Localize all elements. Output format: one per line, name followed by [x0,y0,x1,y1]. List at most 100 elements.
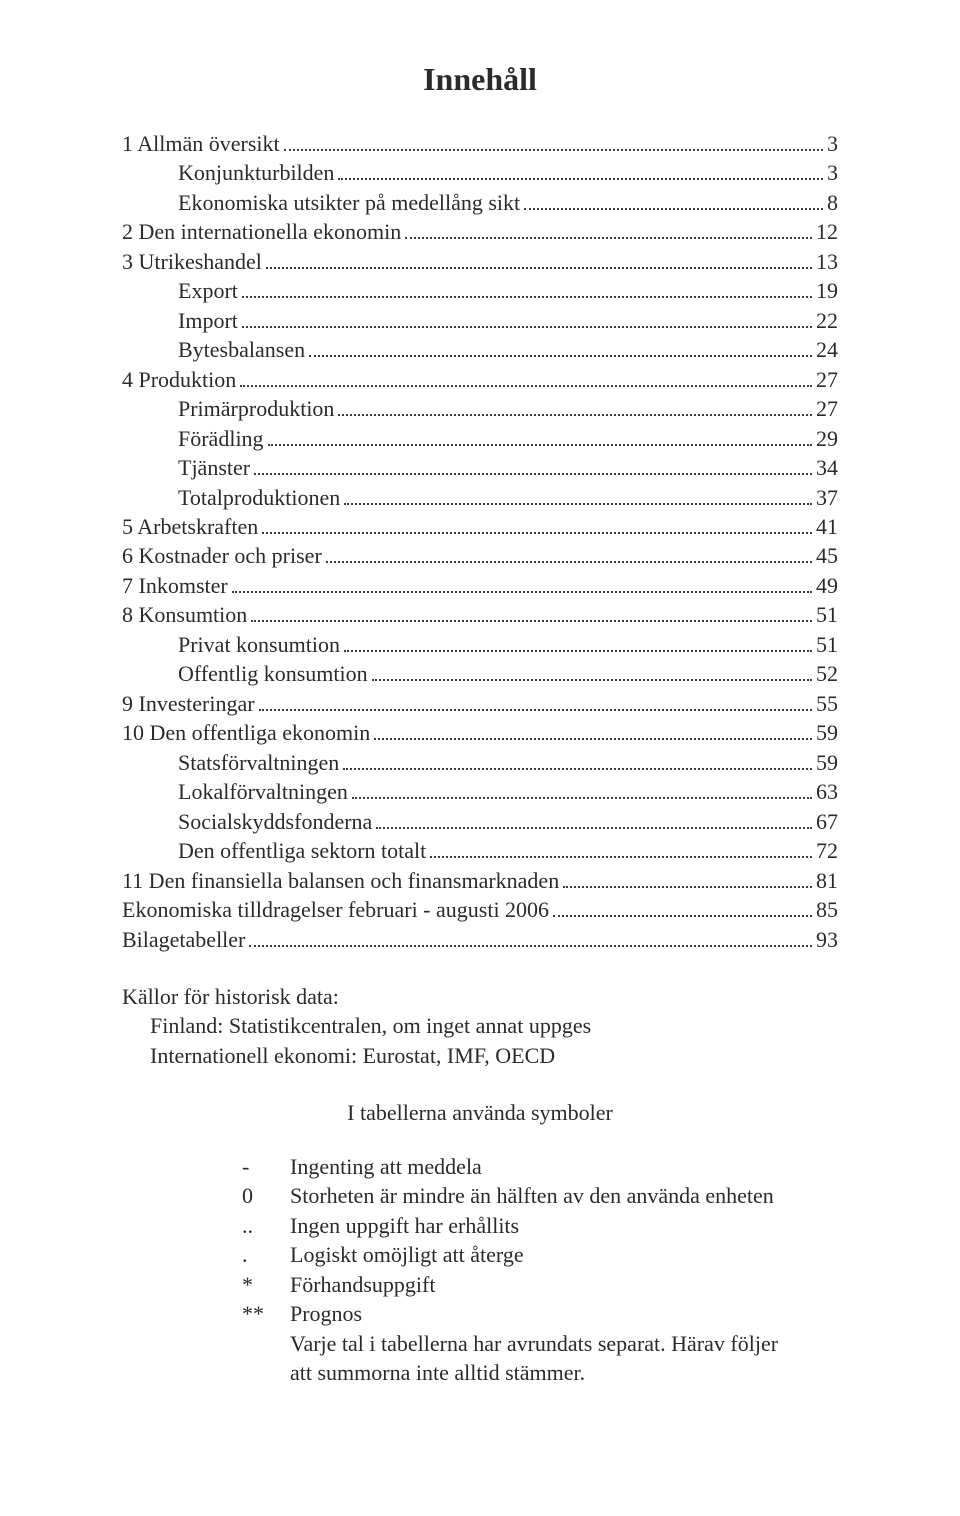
toc-page-number: 8 [827,188,838,217]
toc-page-number: 51 [816,630,838,659]
symbol-row: ..Ingen uppgift har erhållits [242,1211,798,1240]
toc-row: Totalproduktionen37 [122,483,838,512]
toc-label: Export [178,276,238,305]
toc-page-number: 3 [827,158,838,187]
symbol-row: .Logiskt omöjligt att återge [242,1240,798,1269]
toc-leader-dots [524,208,823,210]
toc-page-number: 27 [816,394,838,423]
symbol-description: Varje tal i tabellerna har avrundats sep… [290,1329,798,1388]
toc-leader-dots [259,709,812,711]
toc-leader-dots [240,385,812,387]
toc-label: Ekonomiska tilldragelser februari - augu… [122,895,549,924]
toc-page-number: 37 [816,483,838,512]
toc-row: Ekonomiska tilldragelser februari - augu… [122,895,838,924]
toc-row: Tjänster 34 [122,453,838,482]
toc-leader-dots [563,886,812,888]
toc-row: Bytesbalansen 24 [122,335,838,364]
toc-row: Lokalförvaltningen 63 [122,777,838,806]
toc-row: Förädling29 [122,424,838,453]
toc-label: 5 Arbetskraften [122,512,258,541]
toc-page-number: 49 [816,571,838,600]
toc-label: Socialskyddsfonderna [178,807,372,836]
toc-leader-dots [266,267,812,269]
notes-line: Internationell ekonomi: Eurostat, IMF, O… [122,1041,838,1070]
symbol-description: Ingen uppgift har erhållits [290,1211,798,1240]
toc-row: 9 Investeringar 55 [122,689,838,718]
toc-page-number: 59 [816,748,838,777]
toc-page-number: 34 [816,453,838,482]
symbol-mark: * [242,1270,290,1299]
toc-page-number: 72 [816,836,838,865]
symbol-mark: .. [242,1211,290,1240]
toc-page-number: 41 [816,512,838,541]
toc-page-number: 85 [816,895,838,924]
toc-page-number: 13 [816,247,838,276]
toc-page-number: 24 [816,335,838,364]
toc-page-number: 55 [816,689,838,718]
symbol-mark: 0 [242,1181,290,1210]
symbol-mark [242,1329,290,1388]
toc-row: 5 Arbetskraften 41 [122,512,838,541]
toc-leader-dots [254,473,812,475]
toc-leader-dots [284,149,823,151]
toc-page-number: 67 [816,807,838,836]
toc-row: Import22 [122,306,838,335]
notes-heading: Källor för historisk data: [122,982,838,1011]
toc-row: Statsförvaltningen59 [122,748,838,777]
toc-page-number: 63 [816,777,838,806]
toc-label: Den offentliga sektorn totalt [178,836,426,865]
toc-leader-dots [344,650,812,652]
toc-row: 11 Den finansiella balansen och finansma… [122,866,838,895]
toc-leader-dots [405,237,812,239]
toc-label: Privat konsumtion [178,630,340,659]
toc-leader-dots [343,768,812,770]
symbol-description: Logiskt omöjligt att återge [290,1240,798,1269]
symbols-heading: I tabellerna använda symboler [122,1098,838,1127]
toc-leader-dots [251,620,812,622]
page-title: Innehåll [122,58,838,101]
toc-leader-dots [338,414,812,416]
toc-page-number: 19 [816,276,838,305]
notes-line: Finland: Statistikcentralen, om inget an… [122,1011,838,1040]
symbol-description: Prognos [290,1299,798,1328]
toc-label: Förädling [178,424,264,453]
toc-label: Tjänster [178,453,250,482]
toc-row: 7 Inkomster49 [122,571,838,600]
toc-leader-dots [374,738,812,740]
toc-leader-dots [553,915,812,917]
toc-label: Offentlig konsumtion [178,659,368,688]
toc-label: Bytesbalansen [178,335,305,364]
toc-label: Bilagetabeller [122,925,245,954]
toc-page-number: 59 [816,718,838,747]
toc-leader-dots [249,945,812,947]
toc-row: Socialskyddsfonderna 67 [122,807,838,836]
toc-leader-dots [326,561,812,563]
toc-leader-dots [232,591,812,593]
source-notes: Källor för historisk data: Finland: Stat… [122,982,838,1070]
toc-page-number: 81 [816,866,838,895]
symbols-table: -Ingenting att meddela0Storheten är mind… [242,1152,798,1388]
symbol-description: Storheten är mindre än hälften av den an… [290,1181,798,1210]
toc-label: 4 Produktion [122,365,236,394]
toc-label: Import [178,306,238,335]
toc-label: 9 Investeringar [122,689,255,718]
toc-page-number: 45 [816,541,838,570]
table-of-contents: 1 Allmän översikt3Konjunkturbilden3Ekono… [122,129,838,954]
toc-row: Bilagetabeller93 [122,925,838,954]
toc-row: 4 Produktion27 [122,365,838,394]
toc-row: Offentlig konsumtion 52 [122,659,838,688]
toc-row: Privat konsumtion 51 [122,630,838,659]
toc-label: 1 Allmän översikt [122,129,280,158]
toc-leader-dots [309,355,812,357]
toc-label: 8 Konsumtion [122,600,247,629]
toc-row: Ekonomiska utsikter på medellång sikt8 [122,188,838,217]
toc-leader-dots [268,444,812,446]
toc-leader-dots [262,532,812,534]
toc-leader-dots [430,856,812,858]
toc-leader-dots [376,827,812,829]
toc-label: Primärproduktion [178,394,334,423]
toc-label: 6 Kostnader och priser [122,541,322,570]
toc-page-number: 52 [816,659,838,688]
toc-label: Lokalförvaltningen [178,777,348,806]
toc-label: 3 Utrikeshandel [122,247,262,276]
